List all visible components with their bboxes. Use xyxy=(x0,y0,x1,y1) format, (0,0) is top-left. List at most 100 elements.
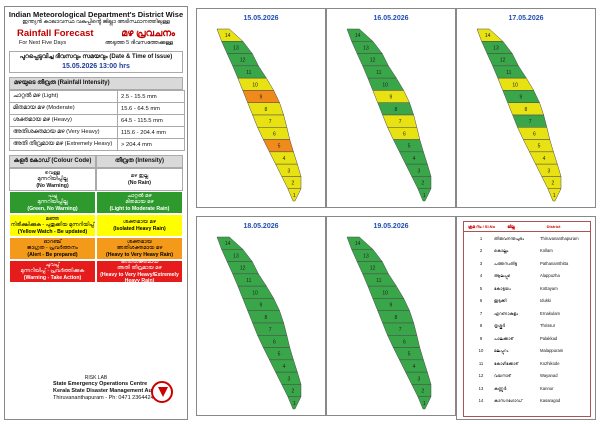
district-no: 4 xyxy=(479,273,483,279)
district-name-ml: പത്തനംതിട്ട xyxy=(494,260,518,266)
map-date: 15.05.2026 xyxy=(243,15,279,22)
district-region xyxy=(547,188,562,202)
district-number-label: 13 xyxy=(233,253,239,259)
district-number-label: 13 xyxy=(363,253,369,259)
header-no: ക്രമ നം / Sl.No xyxy=(468,224,496,229)
intensity-row: അതി തീവ്രമായ മഴ (Extremely Heavy) > 204.4… xyxy=(9,138,185,151)
intensity-title: മഴയുടെ തീവ്രത (Rainfall Intensity) xyxy=(9,77,183,90)
district-number-label: 6 xyxy=(403,339,406,345)
intensity-name-2: അതിശക്തമായ മഴ xyxy=(116,245,163,252)
district-no: 2 xyxy=(479,248,483,254)
district-row: 13 കണ്ണൂർ Kannur xyxy=(464,382,590,395)
district-number-label: 10 xyxy=(382,290,388,296)
district-number-label: 3 xyxy=(418,376,421,382)
color-code-row: പച്ച മുന്നറിയിപ്പില്ല (Green, No Warning) … xyxy=(9,191,183,214)
district-number-label: 4 xyxy=(543,156,546,162)
district-number-label: 8 xyxy=(394,315,397,321)
district-number-label: 2 xyxy=(422,389,425,395)
risk-lab-label: RISK LAB xyxy=(84,375,108,381)
district-number-label: 7 xyxy=(399,119,402,125)
district-number-label: 3 xyxy=(288,168,291,174)
color-code-list: വെള്ള മുന്നറിയിപ്പില്ല (No Warning) മഴ ഇല്… xyxy=(9,168,183,284)
code-name: ഓറഞ്ച് xyxy=(43,239,62,246)
intensity-swatch-white: മഴ ഇല്ല (No Rain) xyxy=(96,168,183,191)
district-name-en: Thiruvananthapuram xyxy=(540,235,579,241)
district-number-label: 1 xyxy=(423,401,426,407)
code-desc: ജാഗ്രത - പ്രവർത്തനം xyxy=(27,245,78,252)
code-name: മഞ്ഞ xyxy=(45,216,60,223)
district-region xyxy=(417,396,432,410)
district-name-ml: കണ്ണൂർ xyxy=(494,385,507,391)
district-number-label: 8 xyxy=(524,107,527,113)
color-swatch-orange: ഓറഞ്ച് ജാഗ്രത - പ്രവർത്തനം (Alert - Be pre… xyxy=(9,237,96,260)
map-date: 17.05.2026 xyxy=(508,15,544,22)
district-number-label: 10 xyxy=(382,82,388,88)
district-no: 13 xyxy=(478,385,484,391)
district-number-label: 4 xyxy=(413,156,416,162)
district-row: 7 എറണാകുളം Ernakulam xyxy=(464,307,590,320)
district-name-ml: ആലപ്പുഴ xyxy=(494,273,511,279)
district-name-en: Palakkad xyxy=(540,335,558,341)
district-number-label: 9 xyxy=(260,303,263,309)
intensity-name: അതിശക്തമായ xyxy=(120,259,159,266)
district-row: 1 തിരുവനന്തപുരം Thiruvananthapuram xyxy=(464,232,590,245)
code-name: ചുവപ്പ് xyxy=(45,262,60,269)
district-name-ml: വയനാട് xyxy=(494,373,511,379)
district-number-label: 7 xyxy=(269,119,272,125)
intensity-name-en: (Isolated Heavy Rain) xyxy=(113,225,166,232)
district-number-label: 9 xyxy=(520,95,523,101)
intensity-swatch-orange: ശക്തമായ അതിശക്തമായ മഴ (Heavy to Very Heavy… xyxy=(96,237,183,260)
district-no: 9 xyxy=(479,335,483,341)
district-number-label: 12 xyxy=(240,58,246,64)
header-ml: ജില്ല xyxy=(507,224,515,229)
intensity-row: ചാറ്റൽ മഴ (Light) 2.5 - 15.5 mm xyxy=(9,90,185,103)
footer: RISK LAB State Emergency Operations Cent… xyxy=(13,375,179,413)
intensity-name-en: (Heavy to Very Heavy/Extremely Heavy Rai… xyxy=(100,271,179,284)
intensity-value: 115.6 - 204.4 mm xyxy=(117,126,185,139)
district-no: 11 xyxy=(478,360,484,366)
map-panel: 17.05.2026 14 13 12 11 10 9 8 7 6 5 4 3 2 1 xyxy=(456,8,596,208)
district-no: 5 xyxy=(479,285,483,291)
code-desc: മുന്നറിയിപ്പില്ല xyxy=(37,199,68,206)
map-panel: 19.05.2026 14 13 12 11 10 9 8 7 6 5 4 3 2 1 xyxy=(326,216,456,416)
color-swatch-green: പച്ച മുന്നറിയിപ്പില്ല (Green, No Warning) xyxy=(9,191,96,214)
district-region xyxy=(417,188,432,202)
district-number-label: 4 xyxy=(413,364,416,370)
district-name-ml: പാലക്കാട് xyxy=(494,335,514,341)
district-number-label: 12 xyxy=(240,266,246,272)
district-number-label: 14 xyxy=(485,33,491,39)
code-name: പച്ച xyxy=(48,193,57,200)
intensity-name-2: അതി തീവ്രമായ മഴ xyxy=(117,265,162,272)
color-code-row: ചുവപ്പ് മുന്നറിയിപ്പ് - പ്രവർത്തിക്കുക (Wa… xyxy=(9,259,183,284)
district-number-label: 9 xyxy=(260,95,263,101)
district-number-label: 7 xyxy=(269,327,272,333)
district-row: 4 ആലപ്പുഴ Alappuzha xyxy=(464,270,590,283)
district-number-label: 14 xyxy=(355,33,361,39)
intensity-row: മിതമായ മഴ (Moderate) 15.6 - 64.5 mm xyxy=(9,102,185,115)
code-desc: നിരീക്ഷിക്കുക - പുതുക്കിയ മുന്നറിയിപ്പ് xyxy=(10,222,95,229)
district-number-label: 3 xyxy=(418,168,421,174)
district-region xyxy=(287,188,302,202)
code-name: വെള്ള xyxy=(44,170,61,177)
code-desc-en: (No Warning) xyxy=(36,182,69,189)
district-name-en: Wayanad xyxy=(540,373,558,379)
district-number-label: 6 xyxy=(533,131,536,137)
district-number-label: 2 xyxy=(422,181,425,187)
district-number-label: 11 xyxy=(376,278,381,284)
intensity-name-en: (Light to Moderate Rain) xyxy=(109,205,170,212)
district-table: ക്രമ നം / Sl.No ജില്ല District 1 തിരുവനന്… xyxy=(463,221,591,417)
intensity-name-2: മിതമായ മഴ xyxy=(125,199,154,206)
district-number-label: 5 xyxy=(538,144,541,150)
district-name-en: Kollam xyxy=(540,248,553,254)
district-row: 3 പത്തനംതിട്ട Pathanamthitta xyxy=(464,257,590,270)
district-name-en: Ernakulam xyxy=(540,310,561,316)
district-table-header: ക്രമ നം / Sl.No ജില്ല District xyxy=(464,222,590,232)
district-name-ml: കാസറഗോഡ് xyxy=(494,398,523,404)
district-number-label: 6 xyxy=(273,131,276,137)
district-number-label: 2 xyxy=(292,181,295,187)
district-name-ml: കോഴിക്കോട് xyxy=(494,360,519,366)
district-number-label: 3 xyxy=(288,376,291,382)
intensity-label: ശക്തമായ മഴ (Heavy) xyxy=(9,114,118,127)
district-number-label: 2 xyxy=(292,389,295,395)
